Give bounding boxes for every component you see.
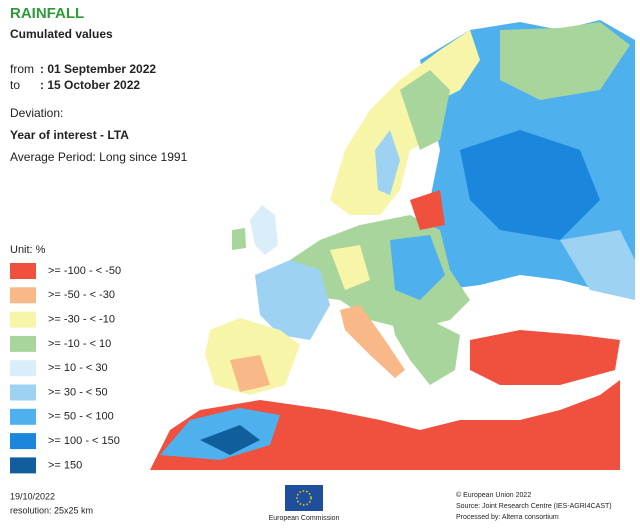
land (255, 260, 330, 340)
land (340, 305, 405, 378)
source: Source: Joint Research Centre (IES-AGRI4… (456, 503, 612, 510)
legend: Unit: % >= -100 - < -50 >= -50 - < -30 >= … (10, 244, 121, 474)
footer: 19/10/2022 resolution: 25x25 km European… (10, 485, 612, 522)
land (390, 235, 445, 300)
legend-swatch (10, 360, 36, 377)
date: 19/10/2022 (10, 491, 55, 501)
land (460, 130, 600, 240)
from-date: : 01 September 2022 (40, 62, 156, 76)
land (250, 205, 278, 255)
logo-text: European Commission (269, 515, 340, 522)
land (560, 230, 635, 300)
legend-label: >= 150 (48, 459, 82, 471)
legend-swatch (10, 457, 36, 474)
to-label: to (10, 78, 20, 92)
land (330, 245, 370, 290)
legend-label: >= -100 - < -50 (48, 265, 121, 277)
copyright: © European Union 2022 (456, 491, 531, 499)
legend-swatch (10, 311, 36, 328)
average-period: Average Period: Long since 1991 (10, 150, 188, 164)
land (400, 70, 450, 150)
legend-swatch (10, 433, 36, 450)
legend-swatch (10, 263, 36, 279)
processed: Processed by: Alterra consortium (456, 514, 559, 521)
legend-unit: Unit: % (10, 244, 46, 256)
legend-swatch (10, 335, 36, 352)
legend-label: >= 10 - < 30 (48, 362, 108, 374)
legend-label: >= -10 - < 10 (48, 338, 111, 350)
land (390, 310, 460, 385)
land (375, 130, 400, 195)
land (200, 425, 260, 455)
to-date: : 15 October 2022 (40, 78, 140, 92)
land (230, 355, 270, 392)
legend-label: >= 30 - < 50 (48, 386, 108, 398)
land (470, 330, 620, 385)
from-label: from (10, 62, 34, 76)
legend-label: >= -30 - < -10 (48, 314, 115, 326)
land (330, 30, 480, 215)
header: RAINFALL Cumulated values from : 01 Sept… (10, 5, 188, 164)
eu-stars (296, 490, 312, 506)
legend-label: >= -50 - < -30 (48, 289, 115, 301)
legend-swatch (10, 287, 36, 304)
legend-label: >= 50 - < 100 (48, 411, 114, 423)
legend-label: >= 100 - < 150 (48, 435, 120, 447)
resolution: resolution: 25x25 km (10, 505, 93, 515)
indicator: Year of interest - LTA (10, 128, 129, 142)
title: RAINFALL (10, 5, 84, 22)
legend-swatch (10, 384, 36, 401)
deviation-label: Deviation: (10, 106, 63, 120)
land (150, 380, 620, 470)
eu-flag (285, 485, 323, 511)
subtitle: Cumulated values (10, 27, 113, 41)
land (500, 22, 630, 100)
land (410, 190, 445, 230)
legend-swatch (10, 408, 36, 425)
land (232, 228, 246, 250)
